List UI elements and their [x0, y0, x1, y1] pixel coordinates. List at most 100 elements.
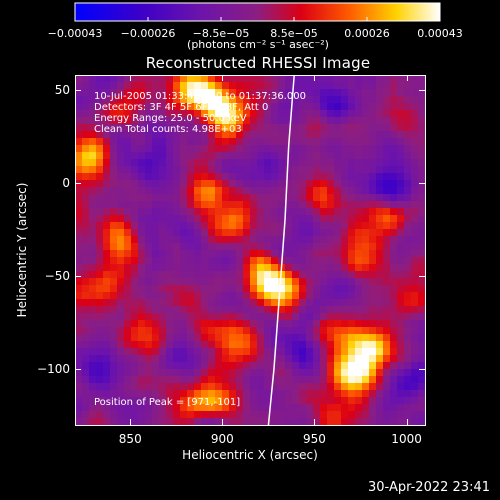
heatmap-pixel	[201, 131, 209, 139]
heatmap-pixel	[320, 215, 328, 223]
heatmap-pixel	[418, 215, 425, 223]
heatmap-pixel	[278, 236, 286, 244]
heatmap-pixel	[355, 208, 363, 216]
heatmap-pixel	[208, 278, 216, 286]
heatmap-pixel	[145, 117, 153, 125]
heatmap-pixel	[75, 236, 83, 244]
heatmap-pixel	[131, 369, 139, 377]
heatmap-pixel	[250, 264, 258, 272]
heatmap-pixel	[250, 257, 258, 265]
heatmap-pixel	[82, 397, 90, 405]
heatmap-pixel	[229, 390, 237, 398]
heatmap-pixel	[236, 334, 244, 342]
heatmap-pixel	[194, 250, 202, 258]
heatmap-pixel	[222, 89, 230, 97]
heatmap-pixel	[404, 355, 412, 363]
heatmap-pixel	[355, 166, 363, 174]
heatmap-pixel	[264, 362, 272, 370]
heatmap-pixel	[299, 117, 307, 125]
heatmap-pixel	[96, 201, 104, 209]
heatmap-pixel	[187, 138, 195, 146]
heatmap-pixel	[201, 306, 209, 314]
heatmap-pixel	[411, 229, 419, 237]
heatmap-pixel	[362, 173, 370, 181]
heatmap-pixel	[117, 397, 125, 405]
heatmap-pixel	[362, 369, 370, 377]
heatmap-pixel	[166, 166, 174, 174]
heatmap-pixel	[222, 103, 230, 111]
heatmap-pixel	[362, 82, 370, 90]
heatmap-pixel	[82, 229, 90, 237]
heatmap-pixel	[320, 285, 328, 293]
heatmap-pixel	[180, 96, 188, 104]
heatmap-pixel	[222, 82, 230, 90]
heatmap-pixel	[180, 362, 188, 370]
heatmap-pixel	[383, 327, 391, 335]
heatmap-pixel	[257, 320, 265, 328]
heatmap-pixel	[138, 327, 146, 335]
heatmap-pixel	[117, 257, 125, 265]
heatmap-pixel	[348, 229, 356, 237]
heatmap-pixel	[390, 229, 398, 237]
heatmap-pixel	[201, 390, 209, 398]
heatmap-pixel	[271, 418, 279, 425]
heatmap-pixel	[278, 208, 286, 216]
heatmap-pixel	[369, 362, 377, 370]
heatmap-pixel	[320, 383, 328, 391]
heatmap-pixel	[222, 236, 230, 244]
heatmap-pixel	[89, 75, 97, 83]
annotation-detectors: Detectors: 3F 4F 5F 6F 7F 8F, Att 0	[94, 102, 269, 113]
heatmap-pixel	[96, 152, 104, 160]
solar-limb-line	[267, 75, 295, 425]
heatmap-pixel	[418, 75, 425, 83]
heatmap-pixel	[257, 208, 265, 216]
heatmap-pixel	[187, 369, 195, 377]
heatmap-pixel	[285, 418, 293, 425]
heatmap-pixel	[299, 376, 307, 384]
heatmap-pixel	[187, 397, 195, 405]
heatmap-pixel	[110, 320, 118, 328]
heatmap-pixel	[397, 201, 405, 209]
heatmap-pixel	[194, 138, 202, 146]
heatmap-pixel	[145, 215, 153, 223]
heatmap-pixel	[355, 75, 363, 83]
heatmap-pixel	[103, 194, 111, 202]
heatmap-pixel	[250, 341, 258, 349]
heatmap-pixel	[138, 89, 146, 97]
heatmap-pixel	[208, 173, 216, 181]
heatmap-pixel	[271, 299, 279, 307]
heatmap-pixel	[418, 313, 425, 321]
heatmap-pixel	[229, 334, 237, 342]
heatmap-pixel	[397, 173, 405, 181]
heatmap-pixel	[145, 285, 153, 293]
heatmap-pixel	[215, 327, 223, 335]
heatmap-pixel	[124, 117, 132, 125]
heatmap-pixel	[75, 334, 83, 342]
heatmap-pixel	[250, 320, 258, 328]
heatmap-pixel	[187, 404, 195, 412]
heatmap-pixel	[152, 236, 160, 244]
heatmap-pixel	[285, 194, 293, 202]
heatmap-pixel	[271, 271, 279, 279]
heatmap-pixel	[341, 236, 349, 244]
heatmap-pixel	[404, 89, 412, 97]
heatmap-pixel	[313, 194, 321, 202]
heatmap-pixel	[292, 250, 300, 258]
heatmap-pixel	[250, 222, 258, 230]
heatmap-pixel	[278, 355, 286, 363]
heatmap-pixel	[348, 362, 356, 370]
heatmap-pixel	[320, 348, 328, 356]
heatmap-pixel	[215, 145, 223, 153]
heatmap-pixel	[131, 75, 139, 83]
heatmap-pixel	[236, 404, 244, 412]
heatmap-pixel	[208, 131, 216, 139]
heatmap-pixel	[376, 397, 384, 405]
heatmap-pixel	[362, 327, 370, 335]
heatmap-pixel	[145, 89, 153, 97]
heatmap-pixel	[89, 285, 97, 293]
heatmap-pixel	[397, 285, 405, 293]
heatmap-pixel	[341, 278, 349, 286]
heatmap-pixel	[383, 152, 391, 160]
heatmap-pixel	[397, 131, 405, 139]
heatmap-pixel	[208, 159, 216, 167]
